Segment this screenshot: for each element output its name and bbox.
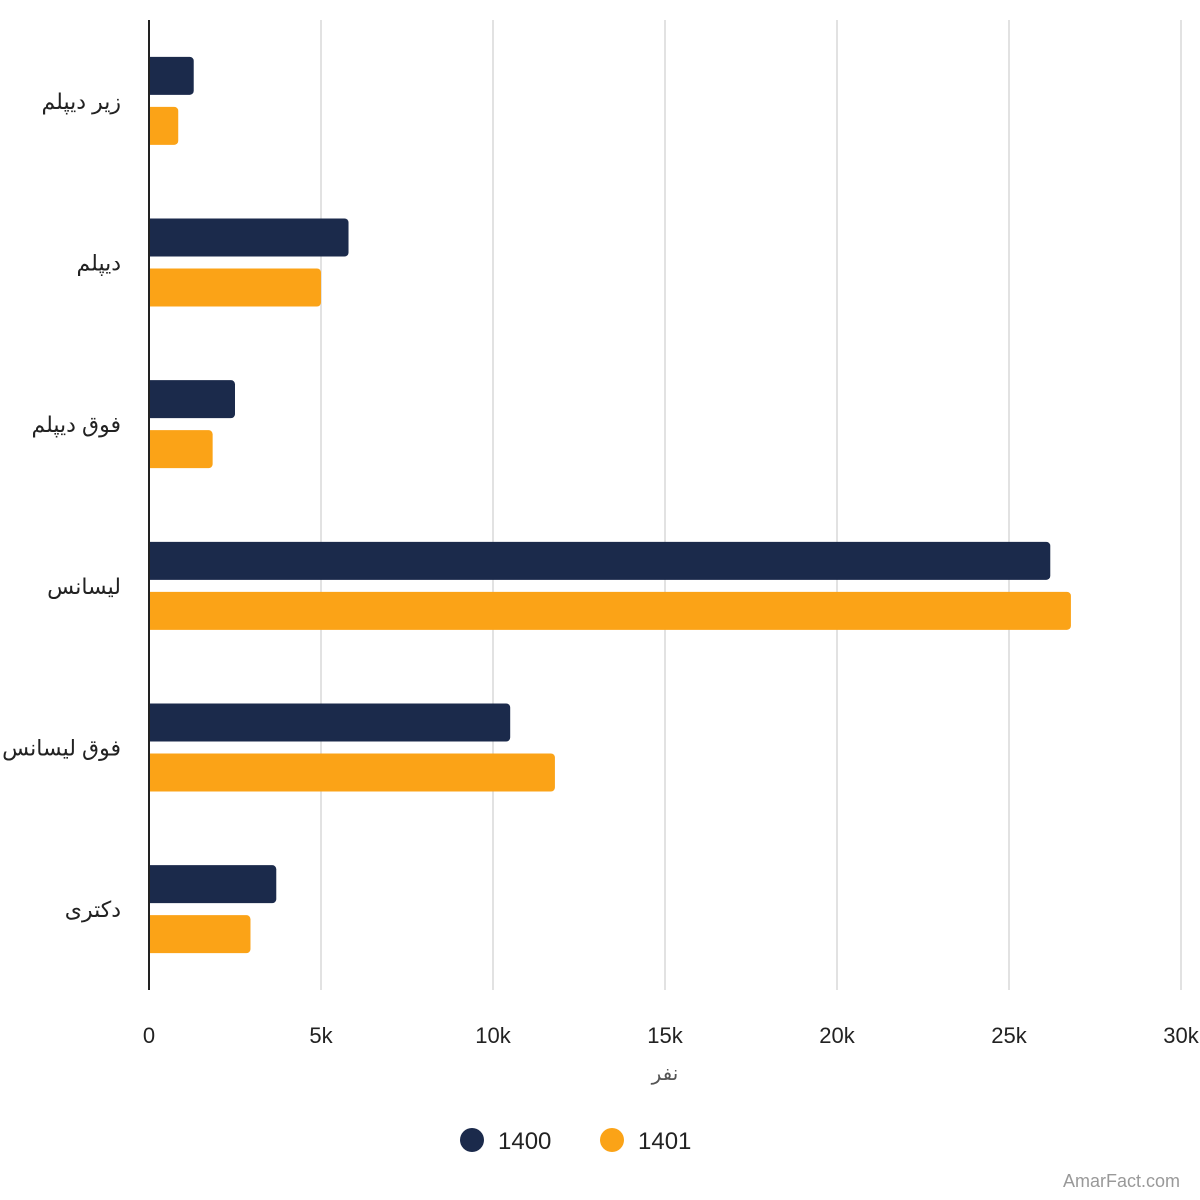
x-tick-labels: 0 5k 10k 15k 20k 25k 30k <box>143 1023 1200 1048</box>
credit-text: AmarFact.com <box>1062 1171 1180 1191</box>
category-labels: زیر دیپلم دیپلم فوق دیپلم لیسانس فوق لیسانس د… <box>2 89 121 922</box>
bar-1401-5 <box>149 915 251 954</box>
bar-1400-1 <box>149 218 349 257</box>
bar-1400-3 <box>149 541 1051 580</box>
category-label-4: فوق لیسانس <box>2 736 121 762</box>
category-label-1: دیپلم <box>77 251 121 277</box>
x-axis-title: نفر <box>651 1063 679 1085</box>
legend: 1400 1401 <box>460 1128 691 1155</box>
bar-1401-4 <box>149 753 555 792</box>
bar-1401-1 <box>149 268 321 307</box>
bar-1400-0 <box>149 56 194 95</box>
category-label-2: فوق دیپلم <box>31 412 121 438</box>
x-tick-label-2: 10k <box>475 1023 511 1048</box>
category-label-0: زیر دیپلم <box>42 89 121 115</box>
grid-lines <box>320 20 1182 990</box>
bars <box>148 56 1071 954</box>
bar-1401-2 <box>149 430 213 469</box>
legend-label-1401: 1401 <box>638 1128 691 1155</box>
bar-1401-3 <box>148 591 1071 630</box>
legend-marker-1401 <box>600 1128 624 1152</box>
x-tick-label-0: 0 <box>143 1023 155 1048</box>
x-tick-label-4: 20k <box>819 1023 855 1048</box>
bar-1401-0 <box>149 106 179 145</box>
category-label-5: دکتری <box>65 897 121 922</box>
bar-1400-4 <box>149 703 511 742</box>
legend-marker-1400 <box>460 1128 484 1152</box>
x-tick-label-3: 15k <box>647 1023 683 1048</box>
x-tick-label-1: 5k <box>309 1023 333 1048</box>
x-tick-label-5: 25k <box>991 1023 1027 1048</box>
legend-label-1400: 1400 <box>498 1128 551 1155</box>
bar-1400-5 <box>149 865 277 904</box>
bar-1400-2 <box>149 380 235 419</box>
category-label-3: لیسانس <box>47 574 121 600</box>
x-tick-label-6: 30k <box>1163 1023 1199 1048</box>
